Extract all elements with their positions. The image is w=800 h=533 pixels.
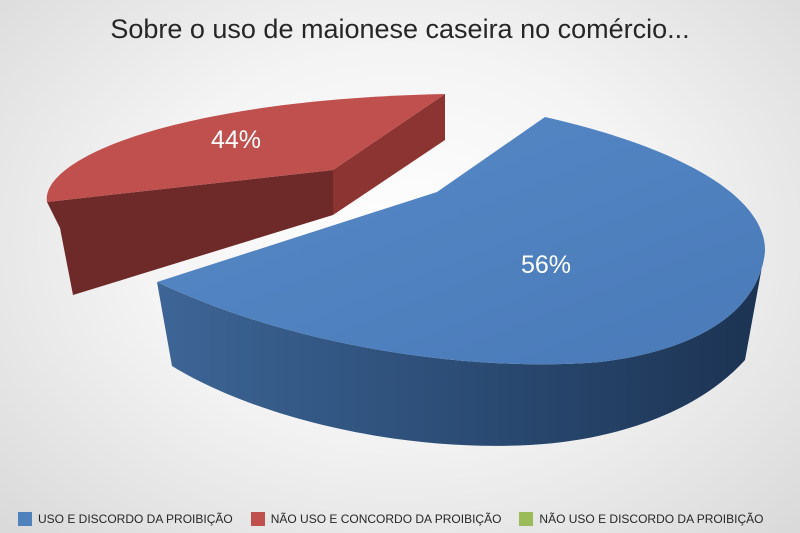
slice-uso-e-discordo-top: [157, 117, 765, 365]
chart-title: Sobre o uso de maionese caseira no comér…: [110, 14, 690, 44]
legend-label: NÃO USO E DISCORDO DA PROIBIÇÃO: [539, 512, 764, 526]
legend-swatch-nao-uso-e-concordo: [250, 512, 265, 526]
slice-uso-e-discordo-side: [157, 250, 765, 446]
slice-nao-uso-e-concordo-top: [46, 94, 446, 202]
slice-uso-e-discordo: [157, 117, 765, 446]
legend-item: NÃO USO E DISCORDO DA PROIBIÇÃO: [519, 512, 763, 526]
slice-nao-uso-e-concordo-right-wall: [333, 94, 445, 215]
legend-label: NÃO USO E CONCORDO DA PROIBIÇÃO: [270, 512, 502, 526]
legend-label: USO E DISCORDO DA PROIBIÇÃO: [38, 512, 233, 526]
legend-swatch-nao-uso-e-discordo: [519, 512, 534, 526]
data-label-uso-e-discordo: 56%: [521, 251, 571, 279]
legend-item: NÃO USO E CONCORDO DA PROIBIÇÃO: [250, 512, 502, 526]
slice-nao-uso-e-concordo: [46, 94, 446, 295]
legend-item: USO E DISCORDO DA PROIBIÇÃO: [18, 512, 233, 526]
slice-nao-uso-e-concordo-left-wall: [47, 170, 333, 295]
data-label-nao-uso-e-concordo: 44%: [211, 126, 261, 154]
legend-swatch-uso-e-discordo: [18, 512, 32, 526]
legend: USO E DISCORDO DA PROIBIÇÃO NÃO USO E CO…: [18, 512, 798, 526]
